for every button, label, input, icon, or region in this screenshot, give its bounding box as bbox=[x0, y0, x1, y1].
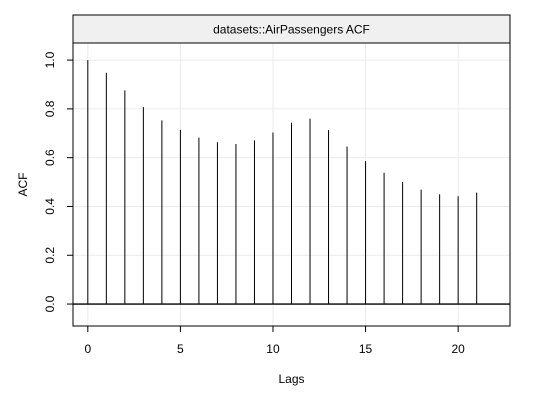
y-axis: 0.0 0.2 0.4 0.6 0.8 1.0 bbox=[43, 51, 73, 312]
x-tick-label: 0 bbox=[84, 342, 91, 356]
y-axis-title: ACF bbox=[16, 173, 30, 197]
acf-bars bbox=[87, 60, 478, 305]
chart-title: datasets::AirPassengers ACF bbox=[213, 23, 370, 37]
y-tick-label: 0.8 bbox=[43, 100, 57, 117]
y-tick-label: 0.2 bbox=[43, 247, 57, 264]
y-tick-label: 0.0 bbox=[43, 295, 57, 312]
y-tick-label: 1.0 bbox=[43, 51, 57, 68]
x-tick-label: 20 bbox=[451, 342, 465, 356]
x-tick-label: 10 bbox=[266, 342, 280, 356]
y-tick-label: 0.4 bbox=[43, 198, 57, 215]
x-tick-label: 15 bbox=[359, 342, 373, 356]
y-tick-label: 0.6 bbox=[43, 149, 57, 166]
x-tick-label: 5 bbox=[177, 342, 184, 356]
x-axis-title: Lags bbox=[278, 372, 304, 386]
x-axis: 0 5 10 15 20 bbox=[84, 326, 465, 356]
title-strip bbox=[72, 14, 511, 44]
